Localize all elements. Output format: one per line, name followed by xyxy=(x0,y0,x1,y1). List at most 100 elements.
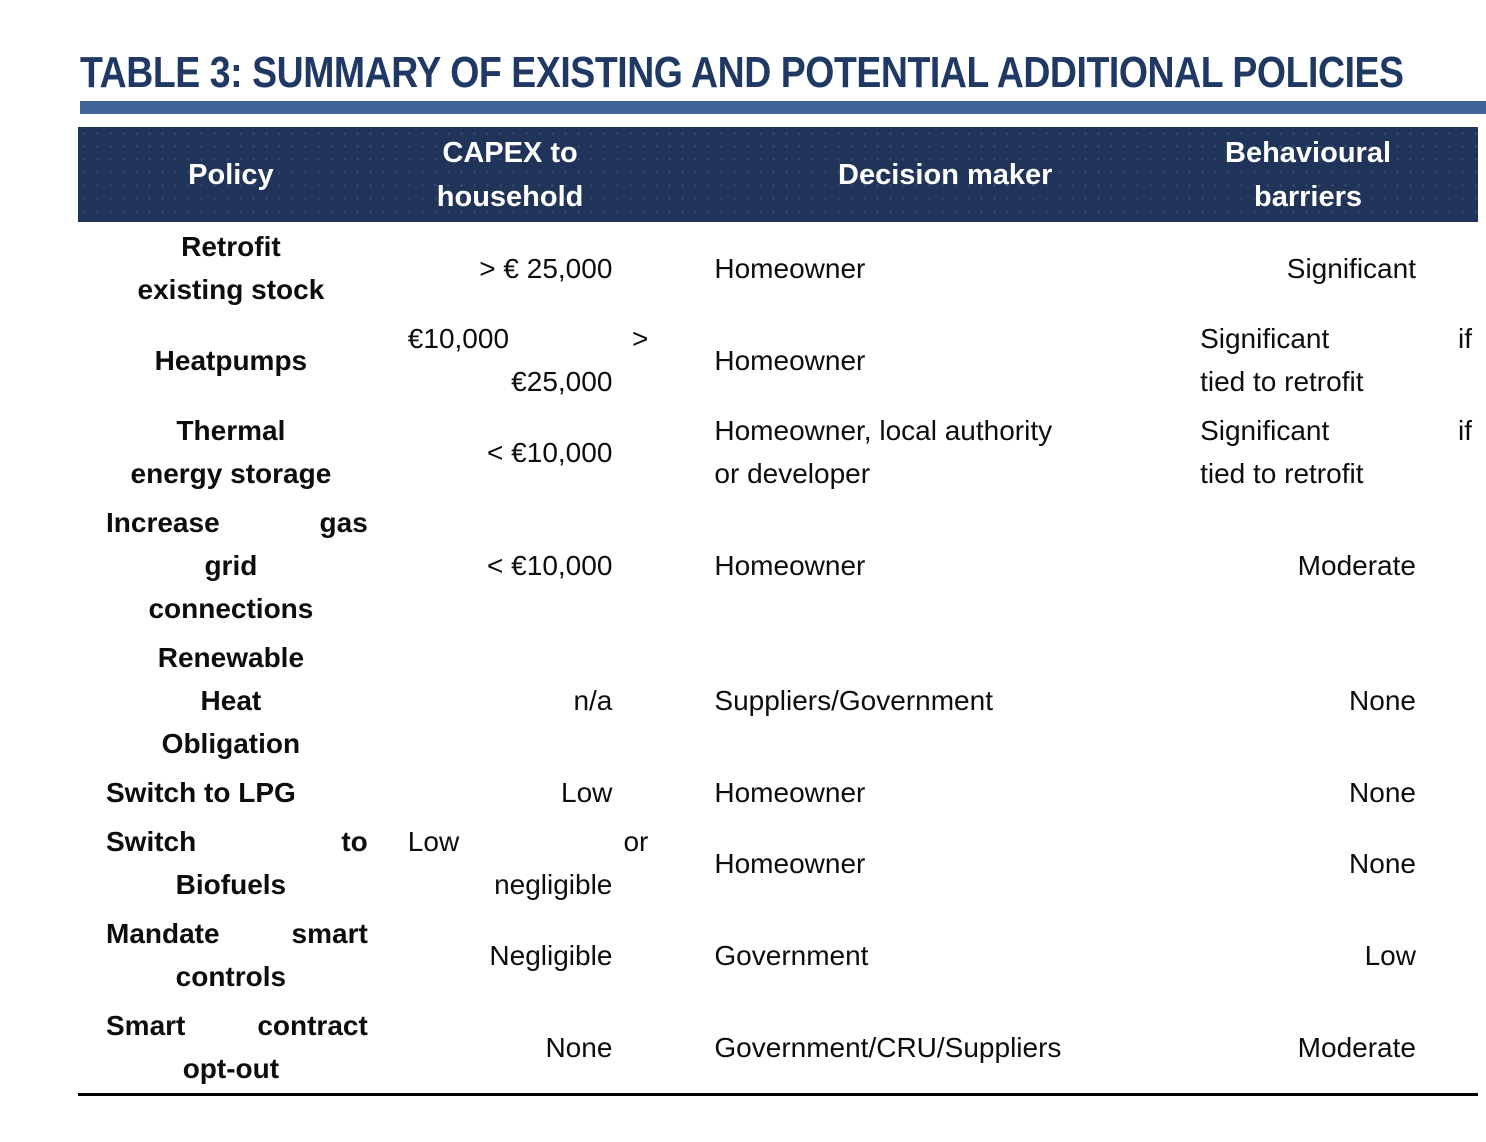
cell-policy: Switch to Biofuels xyxy=(78,820,396,906)
header-cell-capex: CAPEX to household xyxy=(396,127,661,222)
cell-decision: Suppliers/Government xyxy=(660,636,1186,765)
cell-line: Switch to LPG xyxy=(106,777,296,808)
cell-line: Homeowner, local authority xyxy=(714,415,1053,446)
cell-word: Switch xyxy=(106,826,197,857)
cell-line: Low xyxy=(561,777,613,808)
cell-policy: Mandate smart controls xyxy=(78,912,396,998)
cell-line: Moderate xyxy=(1297,550,1416,581)
cell-barriers: Significant if tied to retrofit xyxy=(1186,317,1478,403)
cell-line: Low or xyxy=(408,820,649,863)
cell-word: Significant xyxy=(1200,415,1330,446)
cell-decision: Government xyxy=(660,912,1186,998)
cell-policy: Increase gas grid connections xyxy=(78,501,396,630)
cell-policy: Switch to LPG xyxy=(78,771,396,814)
cell-line: Heat xyxy=(200,685,262,716)
cell-line: Increase gas xyxy=(106,501,368,544)
cell-word: or xyxy=(623,826,649,857)
cell-line: Low xyxy=(1364,939,1416,971)
cell-barriers: None xyxy=(1186,820,1478,906)
cell-word: Mandate xyxy=(106,918,220,949)
cell-policy: Smart contract opt-out xyxy=(78,1004,396,1090)
cell-capex: Low xyxy=(396,771,661,814)
header-cell-decision: Decision maker xyxy=(660,127,1186,222)
table-header-row: Policy CAPEX to household Decision maker Beh… xyxy=(78,127,1478,222)
cell-capex: < €10,000 xyxy=(396,409,661,495)
cell-word: if xyxy=(1457,323,1472,354)
cell-line: Switch to xyxy=(106,820,368,863)
cell-line: connections xyxy=(148,593,314,624)
cell-line: None xyxy=(545,1031,613,1063)
header-line: Behavioural xyxy=(1225,136,1392,169)
cell-capex: > € 25,000 xyxy=(396,225,661,311)
cell-line: Negligible xyxy=(489,939,613,971)
cell-word: Significant xyxy=(1200,323,1330,354)
cell-capex: Low or negligible xyxy=(396,820,661,906)
cell-line: Homeowner xyxy=(714,777,866,808)
cell-line: Mandate smart xyxy=(106,912,368,955)
cell-line: Moderate xyxy=(1297,1031,1416,1063)
cell-decision: Government/CRU/Suppliers xyxy=(660,1004,1186,1090)
cell-line: Heatpumps xyxy=(154,344,308,376)
cell-line: Significant xyxy=(1286,252,1416,284)
cell-barriers: Significant xyxy=(1186,225,1478,311)
cell-capex: €10,000 > €25,000 xyxy=(396,317,661,403)
table-row: Switch to LPG Low Homeowner None xyxy=(78,768,1478,817)
table-body: Retrofit existing stock > € 25,000 Homeowne… xyxy=(78,222,1478,1093)
cell-capex: Negligible xyxy=(396,912,661,998)
cell-line: Retrofit xyxy=(181,231,281,262)
cell-barriers: Low xyxy=(1186,912,1478,998)
cell-line: Renewable xyxy=(157,642,305,673)
cell-line: grid xyxy=(204,550,258,581)
cell-line: negligible xyxy=(494,869,613,900)
cell-barriers: None xyxy=(1186,771,1478,814)
policies-table: Policy CAPEX to household Decision maker Beh… xyxy=(78,127,1478,1096)
cell-decision: Homeowner xyxy=(660,771,1186,814)
cell-capex: < €10,000 xyxy=(396,501,661,630)
cell-line: Biofuels xyxy=(175,869,287,900)
cell-policy: Retrofit existing stock xyxy=(78,225,396,311)
table-row: Smart contract opt-out None Government/CRU/S… xyxy=(78,1001,1478,1093)
table-row: Switch to Biofuels Low or negligible Homeowner… xyxy=(78,817,1478,909)
cell-line: n/a xyxy=(573,685,613,716)
cell-policy: Thermal energy storage xyxy=(78,409,396,495)
header-line: CAPEX to xyxy=(442,136,578,169)
header-line: barriers xyxy=(1254,180,1363,213)
cell-line: Thermal xyxy=(176,415,286,446)
cell-line: < €10,000 xyxy=(487,550,613,581)
cell-line: Homeowner xyxy=(714,847,866,879)
cell-line: None xyxy=(1349,685,1416,716)
table-row: Renewable Heat Obligation n/a Suppliers/Gove… xyxy=(78,633,1478,768)
cell-line: Smart contract xyxy=(106,1004,368,1047)
cell-line: Homeowner xyxy=(714,344,866,376)
cell-word: smart xyxy=(291,918,368,949)
cell-decision: Homeowner xyxy=(660,820,1186,906)
cell-barriers: None xyxy=(1186,636,1478,765)
cell-word: Increase xyxy=(106,507,220,538)
cell-decision: Homeowner xyxy=(660,501,1186,630)
header-line: Decision maker xyxy=(838,158,1053,191)
cell-word: Smart xyxy=(106,1010,186,1041)
cell-decision: Homeowner, local authority or developer xyxy=(660,409,1186,495)
header-line: household xyxy=(436,180,584,213)
header-line: Policy xyxy=(188,158,274,191)
cell-capex: None xyxy=(396,1004,661,1090)
cell-line: < €10,000 xyxy=(487,436,613,468)
cell-line: opt-out xyxy=(182,1053,280,1084)
cell-line: €10,000 > xyxy=(408,317,649,360)
cell-line: None xyxy=(1349,777,1416,808)
cell-line: Significant if xyxy=(1200,409,1472,452)
cell-word: Low xyxy=(407,826,460,857)
cell-line: > € 25,000 xyxy=(479,252,613,284)
cell-barriers: Moderate xyxy=(1186,501,1478,630)
cell-line: Homeowner xyxy=(714,550,866,581)
cell-line: existing stock xyxy=(137,274,325,305)
cell-line: None xyxy=(1349,847,1416,879)
table-row: Thermal energy storage < €10,000 Homeowner,… xyxy=(78,406,1478,498)
header-cell-barriers: Behavioural barriers xyxy=(1186,127,1478,222)
cell-line: tied to retrofit xyxy=(1200,458,1364,489)
cell-line: Significant if xyxy=(1200,317,1472,360)
cell-line: Homeowner xyxy=(714,252,866,284)
cell-policy: Heatpumps xyxy=(78,317,396,403)
page-title: TABLE 3: SUMMARY OF EXISTING AND POTENTI… xyxy=(80,48,1404,97)
cell-word: contract xyxy=(257,1010,368,1041)
